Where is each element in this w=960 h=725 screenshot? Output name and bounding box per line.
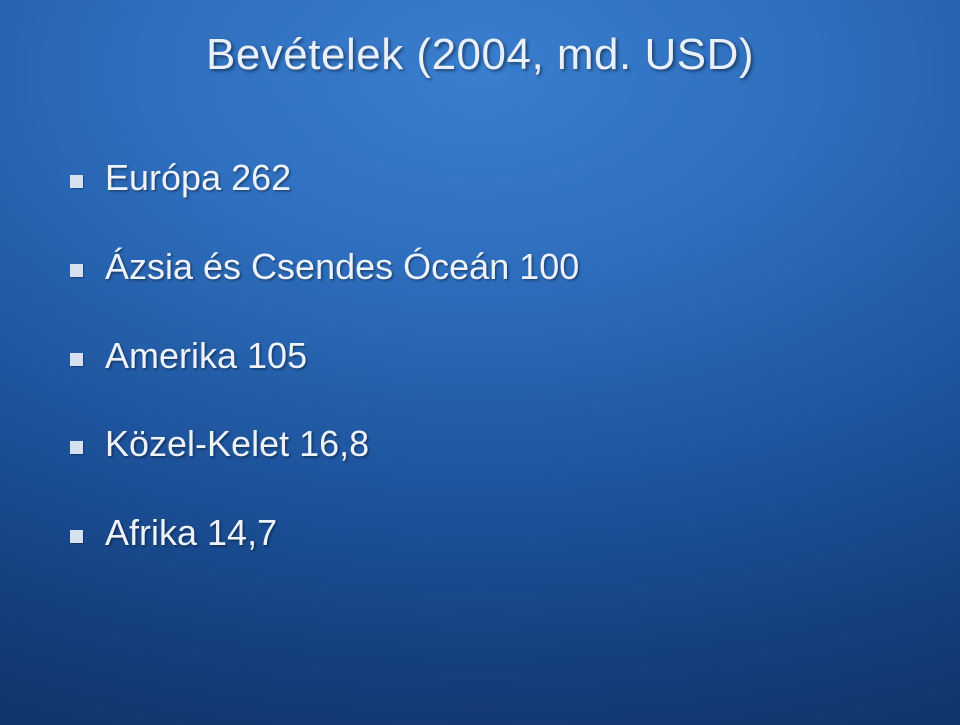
list-item: Afrika 14,7 <box>70 510 890 557</box>
square-bullet-icon <box>70 264 83 277</box>
list-item-text: Amerika 105 <box>105 333 307 380</box>
list-item: Közel-Kelet 16,8 <box>70 421 890 468</box>
list-item: Európa 262 <box>70 155 890 202</box>
square-bullet-icon <box>70 353 83 366</box>
slide: Bevételek (2004, md. USD) Európa 262 Ázs… <box>0 0 960 725</box>
square-bullet-icon <box>70 175 83 188</box>
bullet-list: Európa 262 Ázsia és Csendes Óceán 100 Am… <box>70 155 890 599</box>
list-item-text: Afrika 14,7 <box>105 510 277 557</box>
slide-title: Bevételek (2004, md. USD) <box>0 30 960 80</box>
square-bullet-icon <box>70 530 83 543</box>
list-item-text: Ázsia és Csendes Óceán 100 <box>105 244 579 291</box>
list-item-text: Európa 262 <box>105 155 291 202</box>
list-item-text: Közel-Kelet 16,8 <box>105 421 369 468</box>
square-bullet-icon <box>70 441 83 454</box>
list-item: Ázsia és Csendes Óceán 100 <box>70 244 890 291</box>
list-item: Amerika 105 <box>70 333 890 380</box>
